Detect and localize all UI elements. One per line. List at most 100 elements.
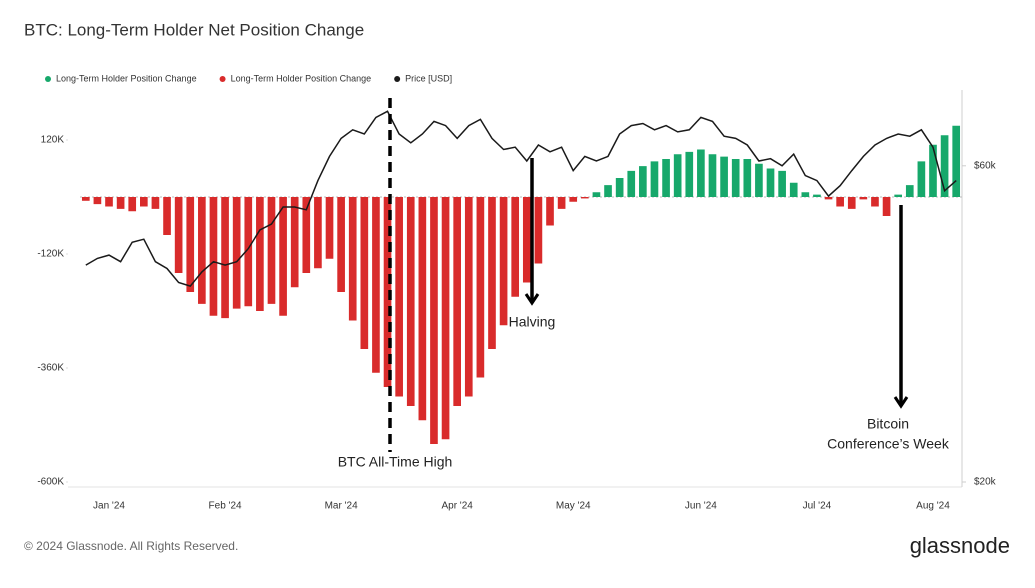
- bar: [685, 151, 694, 197]
- bar: [662, 159, 670, 197]
- y-tick-label: -360K: [37, 363, 64, 374]
- bar: [302, 197, 311, 273]
- bar: [406, 197, 415, 406]
- y2-tick-label: $60k: [974, 160, 997, 171]
- x-tick-label: Jun '24: [685, 501, 717, 512]
- bar: [592, 192, 601, 197]
- bar: [476, 197, 485, 378]
- y-tick-label: 120K: [41, 135, 65, 146]
- x-tick-label: Mar '24: [325, 501, 358, 512]
- y2-tick-label: $20k: [974, 477, 997, 488]
- chart-title: BTC: Long-Term Holder Net Position Chang…: [24, 20, 364, 39]
- bar: [534, 197, 543, 264]
- bar: [441, 197, 450, 440]
- legend-label: Long-Term Holder Position Change: [231, 73, 372, 83]
- bar: [673, 154, 682, 197]
- bar: [917, 161, 926, 197]
- bar: [813, 194, 821, 197]
- bar: [464, 197, 473, 397]
- bar: [279, 197, 287, 316]
- bar: [174, 197, 183, 273]
- halving-arrow-head: [524, 293, 540, 306]
- legend-marker: [45, 76, 51, 82]
- bar: [569, 197, 578, 202]
- bar: [128, 197, 137, 212]
- bar: [824, 197, 833, 200]
- bar: [186, 197, 195, 292]
- x-tick-label: May '24: [556, 501, 591, 512]
- bar: [731, 159, 740, 197]
- annotation: Halving: [509, 314, 556, 330]
- bar: [372, 197, 380, 373]
- bar: [163, 197, 171, 235]
- x-tick-label: Feb '24: [209, 501, 242, 512]
- bar: [499, 197, 508, 326]
- bar: [290, 197, 299, 288]
- annotation: Bitcoin: [867, 416, 909, 432]
- x-tick-label: Aug '24: [916, 501, 950, 512]
- bar: [348, 197, 357, 321]
- legend-label: Long-Term Holder Position Change: [56, 73, 197, 83]
- bar: [256, 197, 264, 311]
- bar: [267, 197, 276, 304]
- bar: [905, 185, 914, 197]
- bar: [940, 135, 949, 197]
- bar: [801, 192, 810, 197]
- bar: [557, 197, 566, 209]
- bar: [488, 197, 496, 349]
- bar: [743, 159, 752, 197]
- bar: [755, 163, 763, 197]
- logo: glassnode: [910, 533, 1010, 558]
- x-tick-label: Jul '24: [803, 501, 832, 512]
- bar: [418, 197, 427, 421]
- bar: [627, 170, 636, 197]
- bar: [708, 154, 717, 197]
- bar: [697, 149, 705, 197]
- copyright: © 2024 Glassnode. All Rights Reserved.: [24, 539, 238, 553]
- bar: [314, 197, 322, 269]
- bar: [325, 197, 334, 259]
- legend-label: Price [USD]: [405, 73, 452, 83]
- annotation: BTC All-Time High: [338, 454, 453, 470]
- bar: [453, 197, 462, 406]
- bar: [847, 197, 856, 209]
- bar: [93, 197, 102, 205]
- bar: [882, 197, 891, 216]
- bar: [778, 170, 786, 197]
- conference-arrow-head: [893, 396, 909, 409]
- bar: [116, 197, 125, 209]
- bar: [209, 197, 218, 316]
- x-tick-label: Apr '24: [441, 501, 473, 512]
- bar: [522, 197, 531, 283]
- bar: [81, 197, 90, 201]
- bar: [337, 197, 345, 292]
- y-tick-label: -600K: [37, 477, 64, 488]
- bar: [650, 161, 659, 197]
- bar: [871, 197, 879, 207]
- bar: [244, 197, 253, 307]
- bar: [360, 197, 369, 349]
- bar: [859, 197, 868, 200]
- bar: [383, 197, 392, 387]
- bar: [604, 185, 612, 197]
- bar: [546, 197, 554, 226]
- bar: [511, 197, 520, 297]
- bar: [894, 194, 903, 197]
- bar: [139, 197, 148, 207]
- bar: [232, 197, 241, 309]
- bar: [430, 197, 438, 444]
- legend-marker: [394, 76, 401, 82]
- y-tick-label: -120K: [37, 249, 64, 260]
- bar: [395, 197, 403, 397]
- bar: [151, 197, 160, 209]
- legend-marker: [219, 76, 226, 82]
- bar: [766, 168, 775, 197]
- bar: [720, 156, 728, 197]
- bar: [639, 166, 647, 197]
- bar: [929, 144, 937, 197]
- bar: [836, 197, 844, 207]
- bar: [105, 197, 113, 207]
- bar: [789, 182, 798, 197]
